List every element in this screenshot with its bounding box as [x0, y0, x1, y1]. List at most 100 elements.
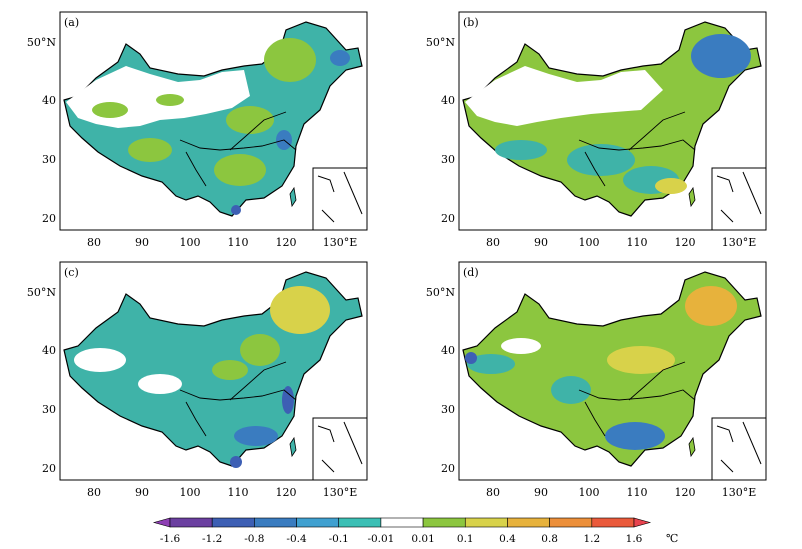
- map-plot-b: (b) 50°N 40 30 20 80 90 100 110 120 130°…: [426, 11, 767, 249]
- basin-boundary: [584, 111, 686, 187]
- south-china-sea-inset: [711, 417, 767, 481]
- colorbar-arrow-left: [152, 517, 171, 528]
- taiwan-island: [688, 186, 696, 208]
- colorbar-segment: [169, 517, 213, 528]
- taiwan-island: [688, 436, 696, 458]
- basin-boundary: [185, 361, 287, 437]
- colorbar: ℃ -1.6 -1.2 -0.8 -0.4 -0.1 -0.01 0.01 0.1 0.4 0.8…: [152, 516, 682, 549]
- colorbar-tick-label: -0.01: [367, 533, 394, 545]
- x-tick-label: 110: [627, 236, 648, 249]
- colorbar-tick-label: 0.01: [411, 533, 434, 545]
- orange-patch: [685, 286, 737, 326]
- x-tick-label: 130°E: [722, 236, 757, 249]
- colorbar-tick-label: -1.2: [202, 533, 222, 545]
- x-tick-label: 80: [486, 236, 500, 249]
- basin-boundary: [584, 361, 686, 437]
- colorbar-tick-label: -1.6: [160, 533, 181, 545]
- dry-region-west: [465, 66, 663, 126]
- blue-patch: [467, 354, 515, 374]
- y-tick-label: 30: [441, 153, 455, 166]
- y-tick-label: 50°N: [27, 286, 56, 299]
- dark-blue-patch: [465, 352, 477, 364]
- y-tick-label: 40: [441, 344, 455, 357]
- x-tick-label: 80: [87, 236, 101, 249]
- colorbar-segment: [254, 517, 297, 528]
- blue-patch: [691, 34, 751, 78]
- x-tick-label: 90: [534, 486, 548, 499]
- map-panel-b: (b) 50°N 40 30 20 80 90 100 110 120 130°…: [401, 0, 802, 258]
- x-tick-label: 110: [228, 486, 249, 499]
- y-tick-label: 40: [42, 94, 56, 107]
- inset-coastline: [716, 421, 762, 473]
- map-panel-a: (a) 50°N 40 30 20 80 90 100 110 120 130°…: [0, 0, 401, 258]
- basin-boundary: [578, 139, 696, 151]
- blue-patch: [495, 140, 547, 160]
- colorbar-segment: [211, 517, 255, 528]
- panel-label: (b): [463, 16, 479, 29]
- colorbar-unit: ℃: [666, 532, 678, 545]
- x-tick-label: 90: [135, 236, 149, 249]
- y-tick-label: 20: [42, 212, 56, 225]
- x-tick-label: 130°E: [722, 486, 757, 499]
- colorbar-tick-label: 0.8: [541, 533, 558, 545]
- south-china-sea-inset: [312, 167, 368, 231]
- y-tick-label: 40: [441, 94, 455, 107]
- x-tick-label: 80: [87, 486, 101, 499]
- colorbar-segment: [591, 517, 635, 528]
- x-tick-label: 90: [534, 236, 548, 249]
- y-tick-label: 30: [42, 403, 56, 416]
- colorbar-tick-label: 0.1: [457, 533, 474, 545]
- green-patch: [226, 106, 274, 134]
- green-patch: [240, 334, 280, 366]
- blue-patch: [551, 376, 591, 404]
- map-panel-d: (d) 50°N 40 30 20 80 90 100 110 120 130°…: [401, 250, 802, 508]
- yellow-patch: [607, 346, 675, 374]
- inset-coastline: [716, 171, 762, 223]
- x-tick-label: 120: [675, 486, 696, 499]
- y-tick-label: 30: [441, 403, 455, 416]
- panel-label: (d): [463, 266, 479, 279]
- dark-blue-patch: [282, 386, 294, 414]
- green-patch: [92, 102, 128, 118]
- y-tick-label: 20: [441, 462, 455, 475]
- x-tick-label: 120: [276, 236, 297, 249]
- y-tick-label: 50°N: [27, 36, 56, 49]
- white-patch: [138, 374, 182, 394]
- yellow-patch: [655, 178, 687, 194]
- x-tick-label: 100: [180, 236, 201, 249]
- map-plot-a: (a) 50°N 40 30 20 80 90 100 110 120 130°…: [27, 11, 368, 249]
- x-tick-label: 130°E: [323, 486, 358, 499]
- colorbar-tick-label: -0.4: [286, 533, 307, 545]
- dark-blue-patch: [234, 426, 278, 446]
- x-tick-label: 110: [228, 236, 249, 249]
- y-tick-label: 30: [42, 153, 56, 166]
- blue-patch: [567, 144, 635, 176]
- y-tick-label: 20: [42, 462, 56, 475]
- south-china-sea-inset: [312, 417, 368, 481]
- green-patch: [270, 286, 330, 334]
- x-tick-label: 120: [276, 486, 297, 499]
- colorbar-tick-label: 0.4: [499, 533, 516, 545]
- x-tick-label: 100: [579, 486, 600, 499]
- colorbar-segment: [380, 517, 424, 528]
- colorbar-arrow-right: [633, 517, 652, 528]
- y-tick-label: 50°N: [426, 36, 455, 49]
- colorbar-tick-label: 1.2: [583, 533, 600, 545]
- green-patch: [128, 138, 172, 162]
- green-patch: [214, 154, 266, 186]
- dark-blue-patch: [230, 456, 242, 468]
- basin-boundary: [578, 389, 696, 401]
- panel-label: (a): [64, 16, 79, 29]
- china-landmass: [462, 271, 762, 467]
- colorbar-segment: [338, 517, 382, 528]
- green-patch: [212, 360, 248, 380]
- y-tick-label: 20: [441, 212, 455, 225]
- colorbar-tick-label: -0.1: [329, 533, 349, 545]
- y-tick-label: 50°N: [426, 286, 455, 299]
- green-patch: [156, 94, 184, 106]
- x-tick-label: 100: [579, 236, 600, 249]
- map-panel-c: (c) 50°N 40 30 20 80 90 100 110 120 130°…: [0, 250, 401, 508]
- panel-label: (c): [64, 266, 79, 279]
- colorbar-segment: [549, 517, 593, 528]
- colorbar-tick-label: -0.8: [244, 533, 264, 545]
